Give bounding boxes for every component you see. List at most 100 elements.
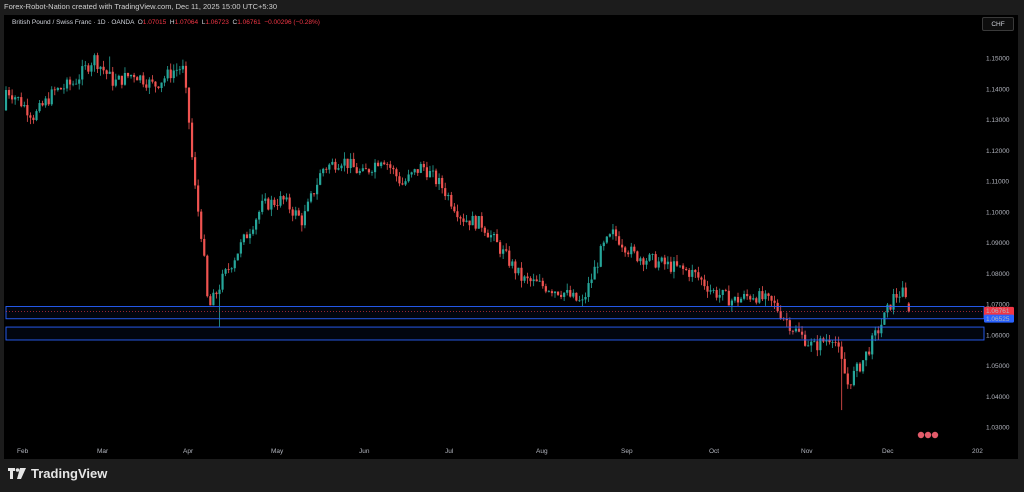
candle-body [133,74,136,78]
chart-frame[interactable] [4,15,1018,459]
candle-body [736,296,740,303]
candle-body [578,300,581,302]
candle-body [486,232,489,238]
candle-body [502,249,505,254]
candle-body [730,300,733,306]
candle-body [785,318,788,321]
candle-body [672,261,676,272]
candle-body [294,210,297,216]
candle-body [447,194,450,197]
candle-body [575,292,578,301]
candle-body [75,83,78,85]
y-tick-label: 1.12000 [986,148,1010,155]
candle-body [87,65,90,72]
candle-body [200,211,203,239]
close-value: 1.06761 [237,19,261,26]
candle-body [47,98,50,105]
candle-body [617,236,621,245]
low-value: 1.06723 [205,19,229,26]
candle-body [791,330,794,332]
candle-body [712,290,715,291]
candle-body [648,254,651,261]
candle-body [14,97,17,100]
candle-body [880,324,883,334]
x-tick-label: 202 [972,448,983,455]
candle-body [843,358,846,374]
candle-body [645,260,648,265]
candle-body [288,197,291,210]
candle-body [846,373,849,385]
candle-body [459,217,462,219]
candle-body [709,290,712,292]
candle-body [727,290,730,306]
candle-body [142,75,145,85]
candle-body [41,103,44,106]
candle-body [72,83,75,85]
candle-body [340,165,343,169]
tradingview-wordmark: TradingView [31,466,108,481]
candle-body [17,97,20,98]
candle-body [297,210,300,216]
candle-body [739,298,743,303]
candle-body [438,178,441,185]
candle-body [611,229,615,235]
y-tick-label: 1.04000 [986,394,1010,401]
candle-body [444,188,447,197]
candle-body [434,170,438,185]
candle-body [770,295,773,301]
event-marker-icon[interactable] [924,431,932,439]
event-marker-icon[interactable] [917,431,925,439]
support-zone-2[interactable] [5,326,985,341]
candle-body [181,65,184,70]
candle-body [718,294,721,298]
candle-body [233,260,236,269]
tradingview-logo[interactable]: TradingView [8,466,107,481]
candle-body [499,242,502,254]
x-tick-label: Jul [445,448,454,455]
candle-body [474,215,477,229]
candle-body [584,297,587,300]
candle-body [651,254,654,255]
y-tick-label: 1.09000 [986,240,1010,247]
candle-body [285,197,288,200]
candle-body [678,265,682,267]
event-marker-icon[interactable] [931,431,939,439]
candle-body [65,79,69,89]
candle-body [401,183,404,185]
candle-body [428,171,432,178]
candle-body [553,291,557,294]
candle-body [505,249,508,251]
y-tick-label: 1.08000 [986,271,1010,278]
candle-body [29,115,32,118]
candle-body [788,320,791,331]
candle-body [178,69,181,71]
candle-body [465,220,468,222]
candle-body [837,342,840,347]
candle-body [462,218,465,222]
support-zone-1[interactable] [5,306,985,320]
currency-button[interactable]: CHF [982,17,1014,31]
candle-body [441,178,444,189]
candle-body [529,278,532,282]
candle-body [377,162,380,167]
candle-body [62,88,66,90]
candle-body [392,167,395,170]
chart-caption: Forex-Robot-Nation created with TradingV… [4,2,277,11]
candle-body [230,268,233,270]
candle-body [810,341,813,346]
candle-body [590,279,593,284]
change-value: −0.00296 (−0.28%) [264,19,320,26]
candle-body [587,283,590,298]
candle-body [471,215,474,226]
symbol-title[interactable]: British Pound / Swiss Franc · 1D · OANDA [12,19,135,26]
candle-body [654,254,657,268]
x-tick-label: Sep [621,448,633,455]
candle-body [904,287,907,297]
candle-body [84,65,87,67]
candle-body [874,330,877,336]
candle-body [633,246,636,252]
x-tick-label: May [271,448,284,455]
candle-body [218,289,221,295]
candle-body [849,384,852,386]
